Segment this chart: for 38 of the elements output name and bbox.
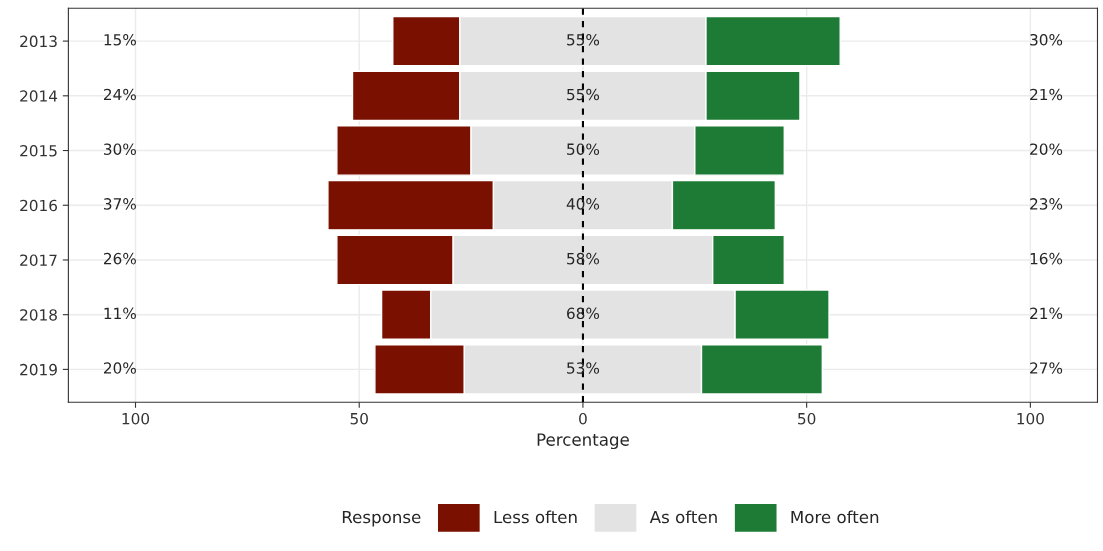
data-label: 16% — [1030, 252, 1063, 265]
data-label: 50% — [567, 143, 600, 155]
legend-label: Less often — [494, 510, 577, 524]
x-tick-label: 50 — [798, 412, 816, 425]
x-tick-label: 0 — [579, 412, 587, 425]
data-label: 55% — [567, 33, 600, 46]
data-label: 11% — [104, 307, 136, 320]
data-label: 21% — [1030, 88, 1063, 101]
x-tick-label: 100 — [1017, 412, 1044, 425]
legend-label: As often — [649, 510, 717, 524]
data-label: 40% — [566, 198, 600, 210]
data-label: 26% — [103, 252, 136, 265]
data-label: 30% — [104, 143, 136, 155]
data-label: 37% — [104, 198, 136, 210]
data-label: 15% — [104, 33, 136, 46]
data-label: 68% — [567, 307, 600, 320]
x-tick-label: 50 — [350, 412, 368, 425]
data-label: 58% — [567, 252, 600, 265]
data-label: 55% — [567, 88, 600, 101]
x-axis-title: Percentage — [537, 433, 629, 450]
y-tick-label: 2019 — [20, 363, 57, 376]
data-label: 30% — [1030, 33, 1063, 46]
y-tick-label: 2017 — [20, 254, 57, 266]
data-label: 21% — [1030, 307, 1063, 320]
legend-title: Response — [342, 510, 421, 527]
y-tick-label: 2016 — [20, 199, 58, 212]
y-tick-label: 2018 — [20, 309, 57, 321]
x-tick-label: 100 — [122, 412, 150, 425]
data-label: 24% — [103, 88, 136, 101]
y-tick-label: 2014 — [20, 90, 58, 102]
y-tick-label: 2015 — [20, 145, 57, 157]
y-tick-label: 2013 — [20, 35, 57, 48]
data-label: 20% — [103, 362, 136, 374]
data-label: 53% — [567, 362, 600, 374]
data-label: 23% — [1030, 198, 1063, 210]
data-label: 27% — [1030, 362, 1063, 374]
legend-label: More often — [791, 510, 879, 524]
data-label: 20% — [1030, 143, 1063, 155]
